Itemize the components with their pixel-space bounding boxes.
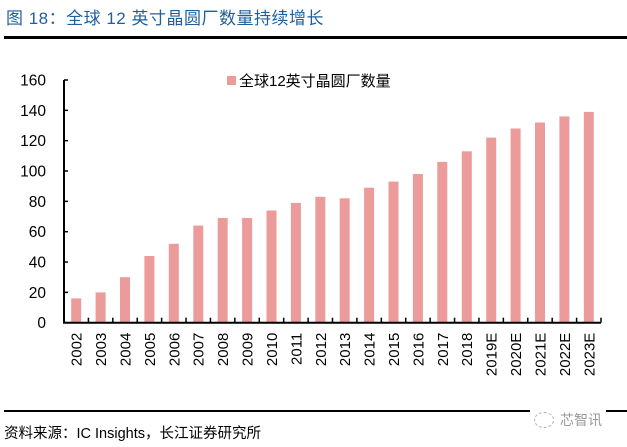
x-tick-label: 2007	[191, 333, 208, 366]
bar-2017	[437, 161, 448, 323]
x-tick-label: 2019E	[484, 333, 501, 376]
y-tick-label: 100	[20, 164, 46, 181]
x-tick-label: 2008	[215, 333, 232, 366]
x-tick-label: 2015	[386, 333, 403, 366]
bar-2016	[412, 174, 423, 323]
title-divider	[4, 36, 627, 39]
y-tick-label: 140	[20, 103, 46, 120]
y-tick-label: 120	[20, 133, 46, 150]
y-tick-label: 20	[29, 285, 47, 302]
bar-2012	[315, 196, 326, 323]
x-tick-label: 2006	[166, 333, 183, 366]
x-axis: 2002 2003 2004 2005 2006 2007 2008 2009 2010 2011…	[63, 317, 602, 376]
x-tick-label: 2022E	[557, 333, 574, 376]
x-tick-label: 2020E	[508, 333, 525, 376]
x-tick-label: 2017	[435, 333, 452, 366]
x-tick-label: 2005	[142, 333, 159, 366]
y-tick-label: 60	[29, 224, 47, 241]
bar-2002	[71, 298, 82, 323]
legend: 全球12英寸晶圆厂数量	[227, 72, 391, 90]
bar-2008	[217, 218, 228, 323]
x-tick-label: 2011	[288, 333, 305, 365]
y-tick-label: 80	[29, 194, 47, 211]
legend-label: 全球12英寸晶圆厂数量	[239, 72, 391, 90]
footer-divider	[4, 410, 627, 412]
x-tick-label: 2023E	[581, 333, 598, 376]
x-tick-label: 2021E	[532, 333, 549, 376]
bar-2013	[339, 198, 350, 323]
x-tick-label: 2010	[264, 333, 281, 366]
x-tick-label: 2013	[337, 333, 354, 366]
chart-area: 0 20 40 60 80 100 120 140 160 2002 2003 2004 2005 20…	[0, 40, 627, 405]
bar-2006	[168, 243, 179, 323]
bar-2019E	[486, 137, 497, 323]
bar-2004	[120, 277, 130, 323]
bar-2005	[144, 256, 155, 323]
watermark: 芯智讯	[530, 410, 606, 430]
y-tick-label: 160	[20, 73, 46, 90]
bar-2018	[461, 151, 472, 323]
bar-2003	[95, 292, 106, 323]
bar-2022E	[559, 116, 570, 323]
bar-2009	[242, 218, 253, 323]
bar-2020E	[510, 128, 521, 323]
bar-2015	[388, 181, 399, 323]
x-tick-label: 2018	[459, 333, 476, 366]
x-tick-label: 2003	[93, 333, 110, 366]
x-tick-label: 2002	[69, 333, 86, 366]
wechat-icon	[534, 412, 554, 428]
x-tick-label: 2004	[118, 333, 135, 366]
bar-2011	[290, 202, 301, 323]
x-tick-label: 2012	[313, 333, 330, 366]
legend-swatch	[227, 76, 236, 85]
y-tick-label: 0	[37, 315, 46, 332]
bar-2014	[364, 187, 375, 323]
bars-group	[71, 111, 594, 323]
bar-2010	[266, 210, 277, 323]
x-tick-label: 2009	[240, 333, 257, 366]
bar-2021E	[535, 122, 545, 323]
bar-2007	[193, 225, 204, 323]
source-note: 资料来源：IC Insights，长江证券研究所	[4, 426, 261, 442]
y-axis: 0 20 40 60 80 100 120 140 160	[20, 73, 68, 332]
x-tick-label: 2016	[410, 333, 427, 366]
x-tick-label: 2014	[362, 333, 379, 366]
bar-2023E	[583, 111, 594, 323]
figure-title: 图 18：全球 12 英寸晶圆厂数量持续增长	[6, 9, 324, 28]
y-tick-label: 40	[29, 255, 47, 272]
watermark-text: 芯智讯	[560, 412, 602, 428]
